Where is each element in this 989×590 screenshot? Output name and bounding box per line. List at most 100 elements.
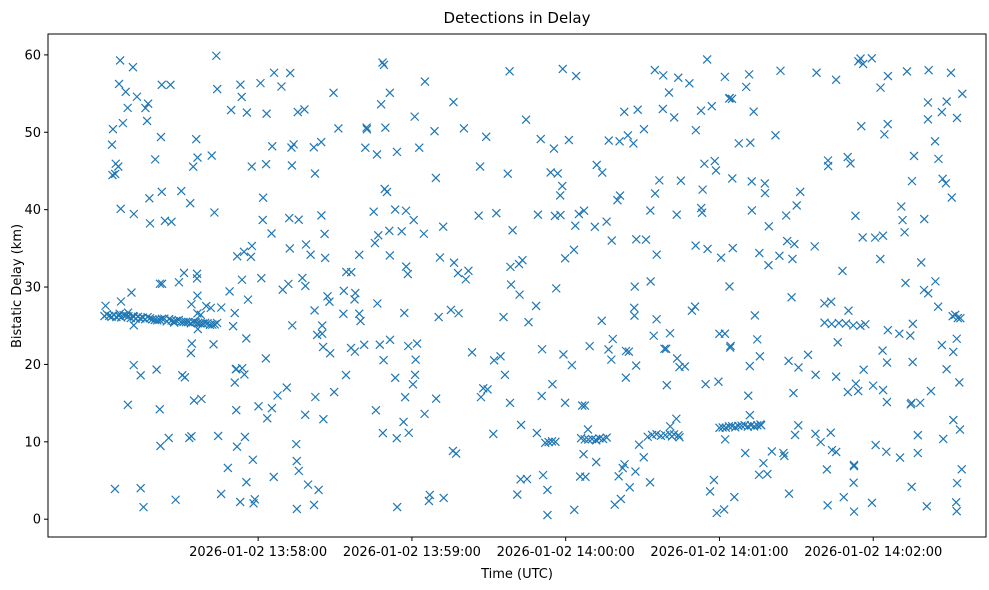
data-point	[759, 458, 768, 468]
y-tick-label: 30	[24, 281, 41, 296]
data-point	[401, 206, 411, 216]
data-point	[848, 320, 858, 330]
data-point	[292, 456, 302, 466]
data-point	[571, 71, 581, 81]
data-point	[241, 477, 251, 487]
data-point	[354, 250, 364, 260]
data-point	[284, 213, 294, 223]
data-point	[878, 385, 888, 395]
data-point	[431, 394, 441, 404]
data-point	[376, 99, 386, 109]
data-point	[650, 65, 660, 75]
x-axis-label: Time (UTC)	[480, 567, 553, 582]
data-point	[755, 351, 765, 361]
data-point	[390, 373, 400, 383]
data-point	[570, 221, 580, 231]
data-point	[707, 101, 717, 111]
data-point	[115, 309, 125, 319]
data-point	[782, 236, 792, 246]
data-point	[287, 320, 297, 330]
data-point	[212, 84, 222, 94]
data-point	[676, 176, 686, 186]
data-point	[318, 342, 328, 352]
data-point	[816, 437, 826, 447]
data-point	[615, 191, 625, 200]
data-point	[597, 316, 607, 326]
data-point	[838, 266, 847, 276]
data-point	[285, 243, 295, 253]
data-point	[569, 505, 579, 515]
data-point	[543, 485, 552, 495]
data-point	[854, 56, 863, 66]
data-point	[946, 68, 956, 78]
data-point	[604, 136, 614, 146]
data-point	[898, 215, 907, 225]
y-tick-label: 10	[24, 435, 41, 450]
data-point	[957, 464, 967, 474]
data-point	[372, 299, 382, 308]
data-point	[665, 328, 675, 338]
data-point	[156, 132, 166, 142]
data-point	[583, 425, 593, 434]
data-point	[192, 274, 202, 283]
data-point	[108, 124, 118, 134]
data-point	[258, 215, 268, 225]
data-point	[579, 206, 589, 216]
data-point	[242, 108, 252, 117]
data-point	[174, 277, 184, 287]
data-point	[339, 286, 349, 296]
data-point	[749, 421, 759, 431]
data-point	[157, 187, 167, 197]
data-point	[776, 66, 785, 76]
data-point	[853, 386, 863, 396]
data-point	[189, 396, 199, 405]
data-point	[826, 428, 836, 438]
data-point	[250, 494, 260, 504]
data-point	[764, 260, 773, 270]
data-point	[297, 273, 307, 283]
data-point	[191, 134, 201, 144]
data-point	[459, 123, 469, 133]
data-point	[448, 446, 458, 456]
data-point	[306, 250, 316, 260]
data-point	[913, 448, 923, 458]
data-point	[192, 308, 202, 318]
data-point	[449, 97, 458, 107]
data-point	[317, 329, 327, 339]
data-point	[454, 308, 464, 318]
data-point	[261, 159, 271, 169]
data-point	[438, 222, 448, 232]
data-point	[538, 470, 548, 480]
data-point	[430, 126, 439, 136]
data-point	[614, 471, 624, 481]
data-point	[531, 301, 541, 311]
data-point	[942, 97, 952, 106]
data-point	[123, 400, 133, 410]
data-point	[157, 314, 167, 324]
data-point	[652, 314, 662, 324]
data-point	[392, 433, 402, 443]
data-point	[658, 104, 668, 114]
data-point	[734, 138, 744, 148]
data-point	[232, 442, 242, 452]
data-point	[926, 386, 936, 396]
data-point	[933, 302, 943, 312]
data-point	[937, 340, 947, 350]
data-point	[747, 176, 757, 186]
data-point	[360, 143, 370, 153]
data-point	[607, 236, 617, 246]
data-point	[385, 88, 395, 98]
data-point	[696, 106, 706, 116]
data-point	[409, 215, 419, 225]
data-point	[649, 331, 659, 341]
data-point	[894, 329, 904, 339]
data-point	[697, 208, 707, 218]
data-point	[639, 452, 649, 462]
data-point	[901, 278, 910, 288]
data-point	[439, 493, 449, 503]
data-point	[875, 254, 885, 264]
data-point	[634, 440, 644, 450]
data-point	[392, 147, 402, 157]
data-point	[291, 439, 301, 449]
data-point	[907, 176, 917, 186]
